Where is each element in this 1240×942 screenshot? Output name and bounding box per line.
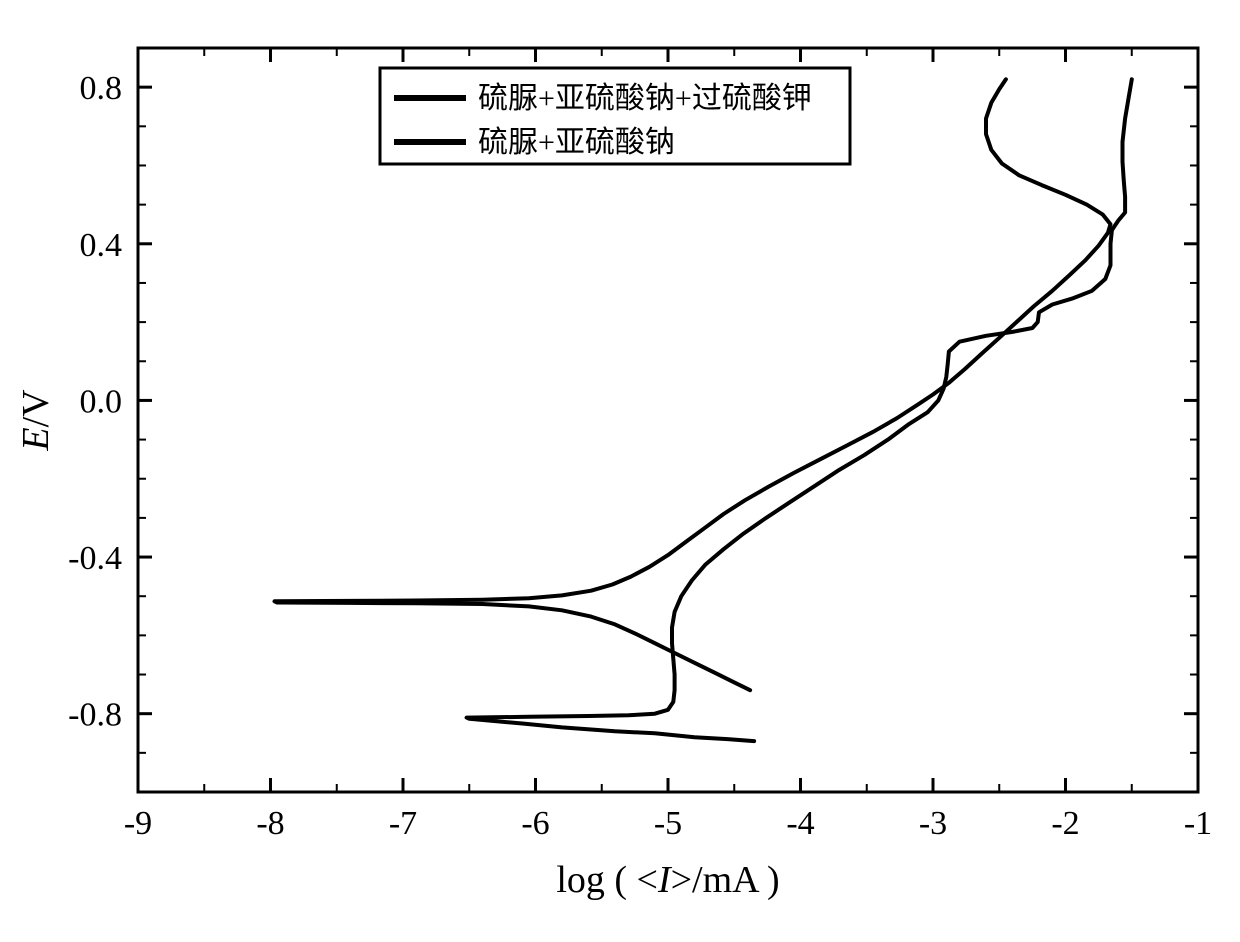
y-tick-label: 0.8	[80, 70, 123, 107]
x-tick-label: -7	[389, 805, 417, 842]
x-tick-label: -1	[1184, 805, 1212, 842]
x-tick-label: -3	[919, 805, 947, 842]
y-tick-label: 0.4	[80, 227, 123, 264]
legend-label: 硫脲+亚硫酸钠+过硫酸钾	[478, 82, 812, 115]
x-tick-label: -4	[786, 805, 814, 842]
legend-label: 硫脲+亚硫酸钠	[478, 126, 675, 159]
x-tick-label: -9	[124, 805, 152, 842]
plot-border	[138, 48, 1198, 792]
x-tick-label: -6	[521, 805, 549, 842]
x-tick-label: -8	[256, 805, 284, 842]
y-tick-label: -0.4	[68, 540, 122, 577]
x-ticks: -9 -8 -7 -6 -5 -4 -3 -2 -1	[124, 48, 1212, 842]
y-ticks: -0.8 -0.4 0.0 0.4 0.8	[68, 48, 1198, 792]
curve-a	[275, 79, 1111, 690]
curve-b	[467, 79, 1132, 741]
x-axis-title: log ( <I>/mA )	[556, 859, 779, 901]
x-tick-label: -2	[1051, 805, 1079, 842]
x-tick-label: -5	[654, 805, 682, 842]
chart-svg: -9 -8 -7 -6 -5 -4 -3 -2 -1 -0.8 -0.4 0.0 0.4 0.8 E/V lo…	[0, 0, 1240, 942]
tafel-plot: -9 -8 -7 -6 -5 -4 -3 -2 -1 -0.8 -0.4 0.0 0.4 0.8 E/V lo…	[0, 0, 1240, 942]
y-tick-label: -0.8	[68, 697, 122, 734]
y-axis-title: E/V	[15, 389, 57, 452]
y-tick-label: 0.0	[80, 383, 123, 420]
